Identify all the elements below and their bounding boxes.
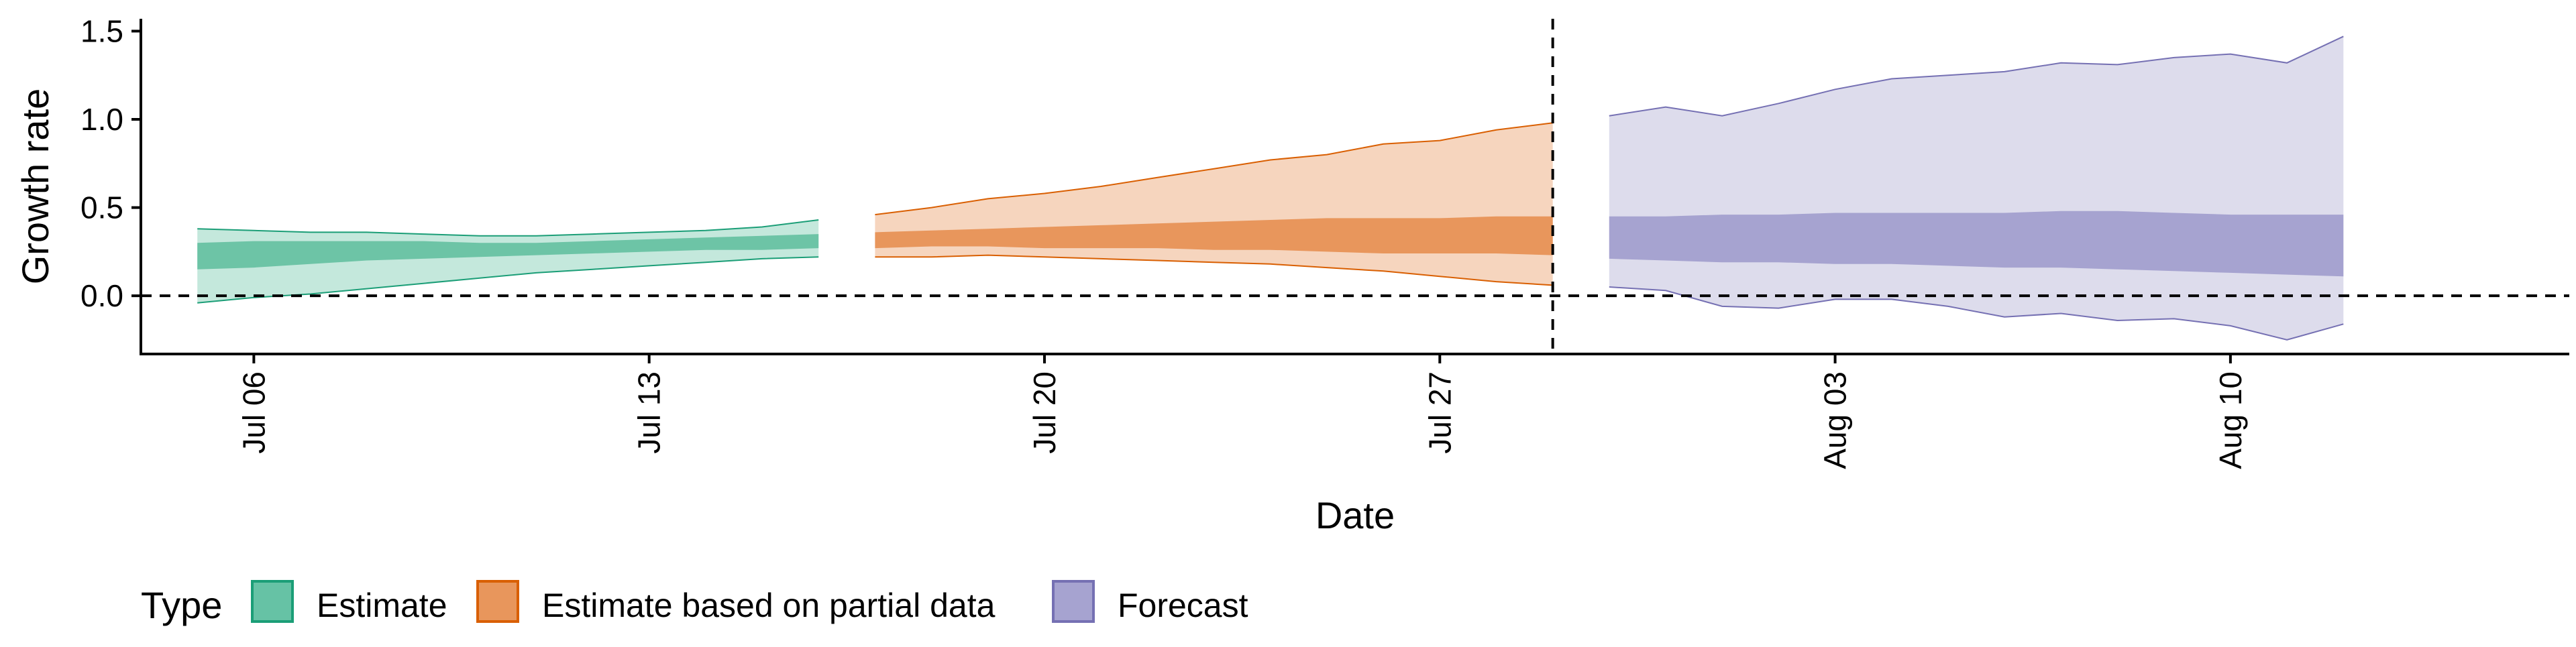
x-axis-title: Date bbox=[1316, 494, 1395, 536]
series-2-lower-edge bbox=[1609, 286, 2344, 341]
x-tick-label-5: Aug 10 bbox=[2213, 371, 2248, 469]
legend-label-2: Forecast bbox=[1118, 587, 1248, 624]
series-2-outer-band bbox=[1609, 36, 2344, 340]
x-tick-label-0: Jul 06 bbox=[236, 371, 271, 454]
series-2-inner-band bbox=[1609, 211, 2344, 277]
y-axis-title: Growth rate bbox=[14, 89, 56, 285]
x-tick-label-1: Jul 13 bbox=[632, 371, 667, 454]
series-1-lower-edge bbox=[875, 254, 1553, 286]
axes: 0.0 0.5 1.0 1.5 Jul 06 Jul 13 Jul 20 Jul 27 Aug … bbox=[80, 13, 2569, 469]
series-1 bbox=[875, 122, 1553, 286]
legend-key-1 bbox=[476, 580, 519, 623]
x-tick-label-3: Jul 27 bbox=[1422, 371, 1457, 454]
series-2 bbox=[1609, 36, 2344, 341]
bands-layer bbox=[197, 36, 2344, 341]
y-tick-label-0: 0.0 bbox=[80, 278, 123, 313]
y-tick-label-3: 1.5 bbox=[80, 13, 123, 48]
reference-lines bbox=[141, 19, 2569, 354]
y-tick-label-1: 0.5 bbox=[80, 190, 123, 225]
legend-label-0: Estimate bbox=[317, 587, 447, 624]
series-1-outer-band bbox=[875, 123, 1553, 286]
series-0-inner-band bbox=[197, 234, 819, 270]
legend-title: Type bbox=[141, 584, 222, 626]
legend: Type Estimate Estimate based on partial d… bbox=[141, 580, 1248, 626]
legend-key-2 bbox=[1052, 580, 1095, 623]
series-2-upper-edge bbox=[1609, 36, 2344, 117]
x-tick-label-4: Aug 03 bbox=[1818, 371, 1853, 469]
legend-key-0 bbox=[251, 580, 294, 623]
x-tick-label-2: Jul 20 bbox=[1027, 371, 1062, 454]
y-tick-label-2: 1.0 bbox=[80, 102, 123, 137]
series-1-upper-edge bbox=[875, 122, 1553, 216]
series-0 bbox=[197, 219, 819, 304]
axis-titles: Date Growth rate bbox=[14, 89, 1395, 536]
series-1-inner-band bbox=[875, 216, 1553, 255]
legend-label-1: Estimate based on partial data bbox=[542, 587, 996, 624]
series-0-upper-edge bbox=[197, 219, 819, 237]
